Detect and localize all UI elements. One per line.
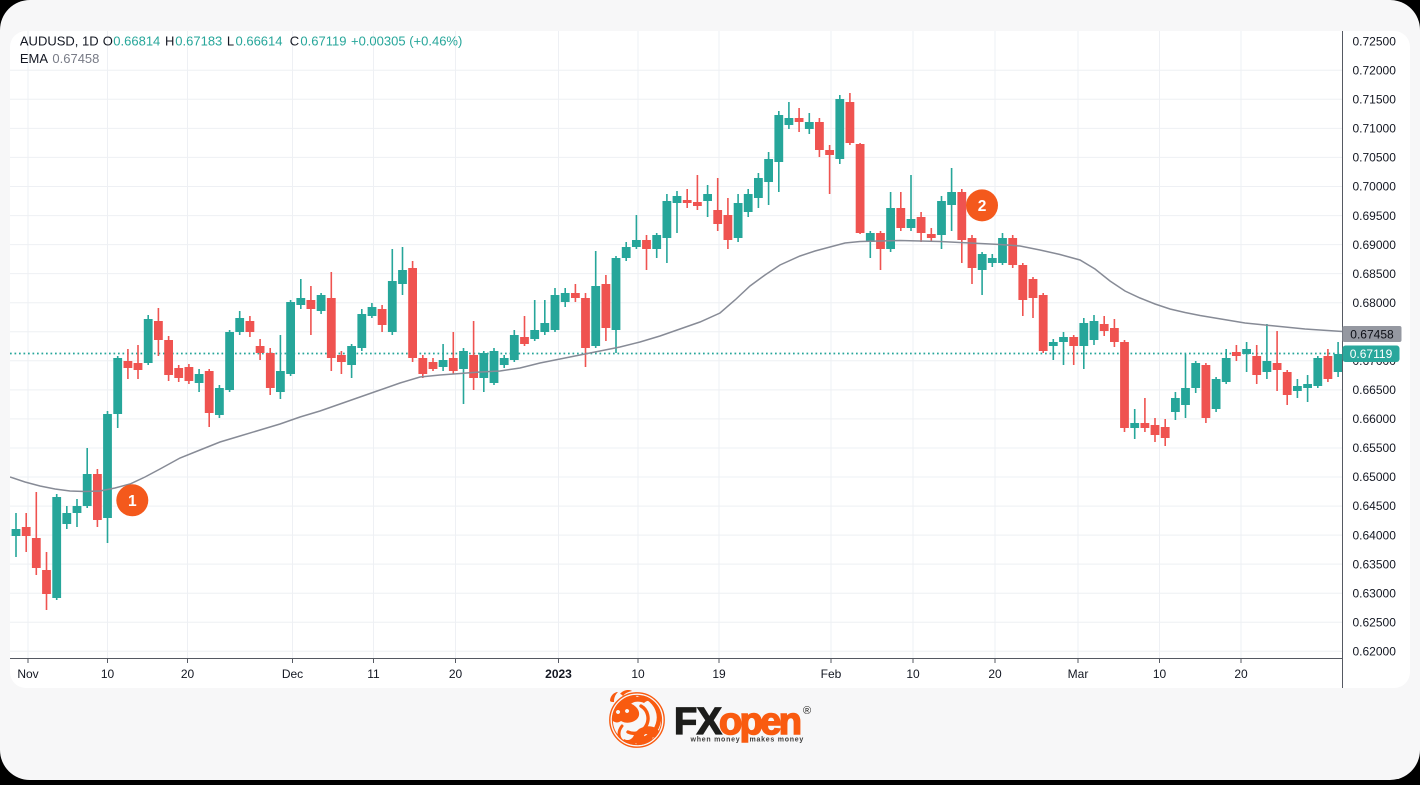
svg-text:11: 11 bbox=[367, 667, 380, 681]
svg-text:makes money: makes money bbox=[750, 737, 805, 744]
svg-text:1: 1 bbox=[128, 493, 137, 510]
svg-text:EMA: EMA bbox=[20, 51, 49, 66]
svg-text:10: 10 bbox=[631, 667, 645, 681]
svg-text:C: C bbox=[290, 33, 299, 48]
svg-text:10: 10 bbox=[906, 667, 920, 681]
svg-text:20: 20 bbox=[181, 667, 195, 681]
svg-text:0.70500: 0.70500 bbox=[1353, 151, 1397, 165]
svg-text:0.62000: 0.62000 bbox=[1353, 645, 1397, 659]
svg-text:0.69000: 0.69000 bbox=[1353, 238, 1397, 252]
svg-text:0.64000: 0.64000 bbox=[1353, 528, 1397, 542]
svg-text:H: H bbox=[165, 33, 174, 48]
svg-text:0.63000: 0.63000 bbox=[1353, 586, 1397, 600]
svg-text:0.72500: 0.72500 bbox=[1353, 35, 1397, 49]
svg-text:FX: FX bbox=[674, 701, 723, 743]
svg-text:0.68500: 0.68500 bbox=[1353, 267, 1397, 281]
svg-text:0.65500: 0.65500 bbox=[1353, 441, 1397, 455]
svg-text:0.70000: 0.70000 bbox=[1353, 180, 1397, 194]
svg-text:Feb: Feb bbox=[821, 667, 842, 681]
svg-text:Nov: Nov bbox=[17, 667, 38, 681]
svg-text:0.68000: 0.68000 bbox=[1353, 296, 1397, 310]
svg-text:open: open bbox=[719, 701, 801, 743]
svg-text:0.67183: 0.67183 bbox=[175, 33, 222, 48]
svg-text:0.66614: 0.66614 bbox=[236, 33, 283, 48]
svg-text:Mar: Mar bbox=[1068, 667, 1089, 681]
svg-text:2: 2 bbox=[978, 198, 987, 215]
svg-text:10: 10 bbox=[101, 667, 115, 681]
svg-text:20: 20 bbox=[1234, 667, 1248, 681]
svg-text:0.67119: 0.67119 bbox=[300, 33, 346, 48]
svg-text:0.67119: 0.67119 bbox=[1350, 347, 1393, 361]
svg-text:0.62500: 0.62500 bbox=[1353, 616, 1397, 630]
svg-text:0.64500: 0.64500 bbox=[1353, 499, 1397, 513]
svg-text:0.69500: 0.69500 bbox=[1353, 209, 1397, 223]
svg-text:0.71000: 0.71000 bbox=[1353, 122, 1397, 136]
svg-text:0.72000: 0.72000 bbox=[1353, 64, 1397, 78]
svg-text:+0.00305 (+0.46%): +0.00305 (+0.46%) bbox=[351, 33, 462, 48]
svg-text:Dec: Dec bbox=[282, 667, 303, 681]
svg-text:0.67458: 0.67458 bbox=[1350, 327, 1394, 341]
svg-text:®: ® bbox=[803, 705, 811, 717]
svg-text:when money: when money bbox=[690, 737, 741, 744]
svg-text:L: L bbox=[227, 33, 234, 48]
svg-text:10: 10 bbox=[1153, 667, 1167, 681]
svg-text:O: O bbox=[103, 33, 113, 48]
svg-text:0.66814: 0.66814 bbox=[113, 33, 160, 48]
svg-text:AUDUSD, 1D: AUDUSD, 1D bbox=[20, 33, 99, 48]
svg-text:0.71500: 0.71500 bbox=[1353, 93, 1397, 107]
svg-text:0.67458: 0.67458 bbox=[52, 51, 99, 66]
svg-text:19: 19 bbox=[712, 667, 726, 681]
svg-text:20: 20 bbox=[449, 667, 463, 681]
svg-text:0.66500: 0.66500 bbox=[1353, 383, 1397, 397]
svg-text:2023: 2023 bbox=[545, 667, 572, 681]
svg-text:0.66000: 0.66000 bbox=[1353, 412, 1397, 426]
svg-text:20: 20 bbox=[988, 667, 1002, 681]
svg-text:0.63500: 0.63500 bbox=[1353, 557, 1397, 571]
svg-text:0.65000: 0.65000 bbox=[1353, 470, 1397, 484]
